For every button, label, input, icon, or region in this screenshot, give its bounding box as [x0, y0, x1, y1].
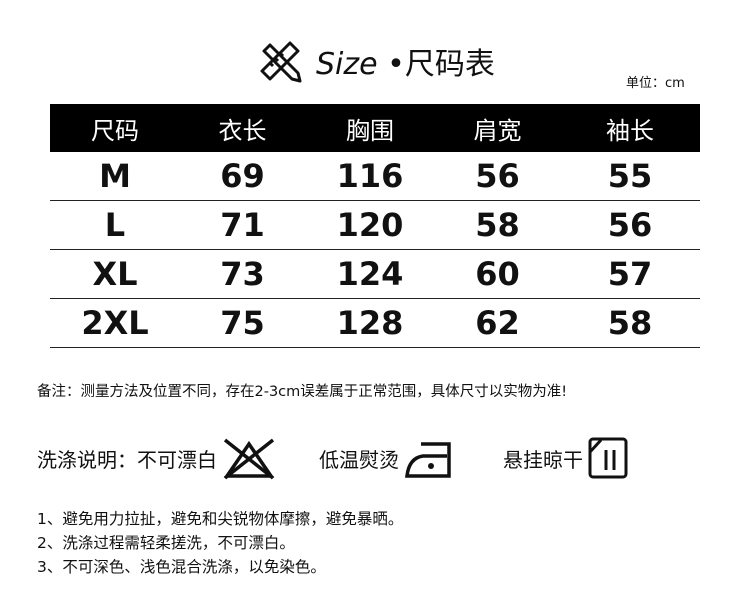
table-cell: 75	[220, 304, 265, 342]
instruction-item: 2、洗涤过程需轻柔搓洗，不可漂白。	[37, 534, 295, 552]
ruler-pencil-icon	[260, 41, 302, 83]
note-text: 备注：测量方法及位置不同，存在2-3cm误差属于正常范围，具体尺寸以实物为准!	[37, 384, 568, 400]
header-cell: 肩宽	[473, 116, 522, 145]
table-cell: 120	[336, 206, 404, 244]
table-cell: 55	[607, 157, 653, 195]
table-cell: 71	[220, 206, 265, 244]
table-row: 2XL 75 128 62 58	[50, 299, 700, 348]
table-cell: L	[104, 206, 126, 244]
table-cell: 128	[336, 304, 404, 342]
table-row: XL 73 124 60 57	[50, 250, 700, 299]
table-cell: 62	[475, 304, 520, 342]
header-cell: 尺码	[91, 116, 139, 145]
care-instructions: 洗涤说明： 不可漂白 低温熨烫 悬挂晾干	[37, 436, 727, 480]
care-no-bleach: 不可漂白	[137, 436, 277, 480]
table-cell: 56	[607, 206, 653, 244]
table-cell: 60	[475, 255, 520, 293]
table-header: 尺码 衣长 胸围 肩宽 袖长	[50, 104, 700, 152]
table-cell: 58	[475, 206, 520, 244]
size-table: 尺码 衣长 胸围 肩宽 袖长 M 69 116 56 55 L 71 120 58 56 XL 73 1…	[50, 104, 700, 348]
care-hang-dry: 悬挂晾干	[503, 436, 629, 480]
instruction-item: 3、不可深色、浅色混合洗涤，以免染色。	[37, 558, 326, 576]
low-iron-icon	[405, 442, 451, 478]
care-text: 悬挂晾干	[503, 447, 583, 472]
header-cell: 袖长	[606, 116, 654, 145]
table-cell: 116	[336, 157, 404, 195]
care-text: 不可漂白	[137, 447, 217, 472]
table-cell: 124	[336, 255, 404, 293]
table-cell: M	[99, 157, 131, 195]
instructions-list: 1、避免用力拉扯，避免和尖锐物体摩擦，避免暴晒。 2、洗涤过程需轻柔搓洗，不可漂…	[37, 507, 403, 579]
table-cell: 69	[220, 157, 265, 195]
table-cell: 2XL	[81, 304, 149, 342]
table-row: L 71 120 58 56	[50, 201, 700, 250]
unit-label: 单位：cm	[626, 76, 685, 91]
table-cell: 73	[220, 255, 265, 293]
title-text: Size •尺码表	[316, 47, 495, 82]
no-bleach-icon	[223, 438, 275, 480]
page-title: Size •尺码表	[258, 36, 495, 86]
header-cell: 胸围	[346, 116, 394, 145]
table-cell: 56	[475, 157, 520, 195]
care-label: 洗涤说明：	[37, 447, 137, 472]
header-cell: 衣长	[218, 116, 267, 145]
table-cell: 58	[607, 304, 653, 342]
hang-dry-icon	[588, 437, 628, 479]
table-cell: XL	[92, 255, 138, 293]
care-low-iron: 低温熨烫	[319, 438, 455, 478]
table-row: M 69 116 56 55	[50, 152, 700, 201]
table-cell: 57	[607, 255, 653, 293]
instruction-item: 1、避免用力拉扯，避免和尖锐物体摩擦，避免暴晒。	[37, 510, 404, 528]
care-text: 低温熨烫	[319, 447, 399, 472]
